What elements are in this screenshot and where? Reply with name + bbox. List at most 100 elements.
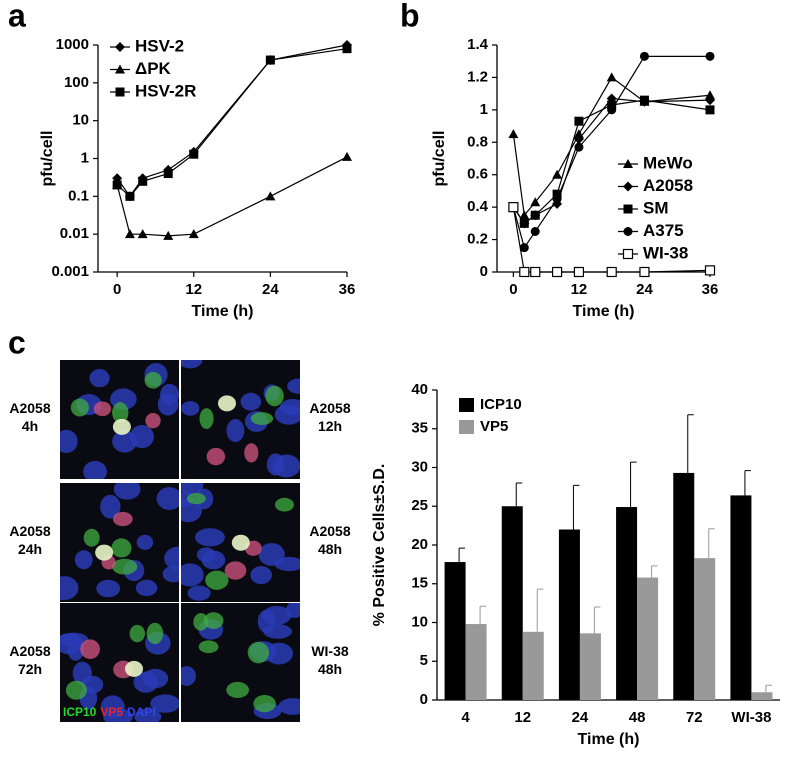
icp10-cell bbox=[129, 624, 145, 643]
marker bbox=[705, 51, 715, 61]
icp10-cell bbox=[112, 402, 129, 423]
marker bbox=[639, 51, 649, 61]
micrograph bbox=[60, 483, 179, 602]
marker bbox=[138, 176, 148, 186]
legend-label: A2058 bbox=[643, 176, 693, 195]
legend-label: HSV-2R bbox=[135, 81, 196, 100]
marker bbox=[519, 266, 530, 278]
micrograph-time-label: 48h bbox=[318, 661, 342, 677]
error-bar bbox=[630, 461, 637, 508]
y-tick-label: 35 bbox=[411, 420, 428, 437]
bar bbox=[751, 692, 773, 700]
nucleus bbox=[194, 528, 225, 547]
y-axis-label: pfu/cell bbox=[431, 130, 448, 186]
error-bar bbox=[479, 605, 487, 625]
icp10-cell bbox=[274, 497, 294, 512]
legend-label: ICP10 bbox=[480, 396, 522, 413]
x-axis-label: Time (h) bbox=[192, 303, 254, 320]
icp10-cell bbox=[111, 538, 132, 558]
micrograph-cells bbox=[181, 483, 300, 601]
x-tick-label: 0 bbox=[113, 281, 121, 298]
error-bar bbox=[515, 482, 523, 507]
bar bbox=[579, 633, 601, 700]
nucleus bbox=[83, 460, 107, 479]
marker bbox=[606, 72, 617, 82]
micrograph bbox=[181, 483, 300, 602]
marker bbox=[607, 105, 617, 115]
icp10-cell bbox=[253, 694, 276, 713]
icp10-cell bbox=[265, 385, 284, 407]
icp10-cell bbox=[247, 641, 270, 664]
icp10-cell bbox=[198, 640, 219, 654]
marker bbox=[265, 191, 276, 201]
marker bbox=[530, 226, 540, 236]
vp5-cell bbox=[112, 511, 133, 527]
series-line bbox=[512, 76, 711, 217]
y-tick-label: 40 bbox=[411, 381, 428, 398]
nucleus bbox=[96, 579, 121, 598]
marker bbox=[552, 189, 562, 199]
marker bbox=[607, 100, 617, 110]
marker bbox=[342, 44, 352, 54]
marker bbox=[574, 116, 584, 126]
icp10-cell bbox=[203, 612, 224, 630]
bright-cell bbox=[95, 544, 114, 561]
marker bbox=[508, 202, 519, 213]
x-tick-label: 36 bbox=[339, 281, 356, 298]
y-tick-label: 0 bbox=[480, 263, 488, 280]
nucleus bbox=[129, 425, 154, 449]
nucleus bbox=[134, 708, 162, 722]
y-tick-label: 0.6 bbox=[467, 166, 488, 183]
x-tick-label: 24 bbox=[636, 281, 653, 298]
nucleus bbox=[67, 639, 84, 661]
nucleus bbox=[279, 398, 300, 416]
x-axis-label: Time (h) bbox=[573, 303, 635, 320]
icp10-cell bbox=[226, 681, 250, 698]
marker bbox=[623, 204, 633, 214]
y-tick-label: 0.01 bbox=[60, 225, 89, 242]
marker bbox=[573, 134, 584, 145]
micrograph-cell-label: A2058 bbox=[9, 643, 50, 659]
nucleus bbox=[100, 695, 125, 719]
y-tick-label: 1.4 bbox=[467, 36, 489, 53]
legend-label: MeWo bbox=[643, 153, 693, 172]
nucleus bbox=[240, 392, 262, 411]
stain-label: ICP10 bbox=[63, 705, 97, 719]
y-tick-label: 25 bbox=[411, 497, 428, 514]
y-tick-label: 1000 bbox=[56, 36, 89, 53]
nucleus bbox=[287, 378, 300, 394]
nucleus bbox=[150, 694, 179, 713]
error-bar bbox=[651, 565, 658, 578]
marker bbox=[639, 95, 649, 105]
y-tick-label: 100 bbox=[64, 74, 89, 91]
marker bbox=[519, 218, 529, 228]
micrograph-time-label: 4h bbox=[22, 418, 38, 434]
x-tick-label: 0 bbox=[509, 281, 517, 298]
nucleus bbox=[181, 401, 200, 416]
y-tick-label: 0.1 bbox=[68, 187, 89, 204]
error-bar bbox=[687, 414, 694, 473]
micrograph-cells bbox=[60, 483, 179, 601]
vp5-cell bbox=[145, 413, 161, 429]
nucleus bbox=[181, 360, 203, 369]
micrograph-cells bbox=[181, 360, 300, 478]
micrograph-time-label: 12h bbox=[318, 418, 342, 434]
icp10-cell bbox=[146, 622, 164, 645]
micrograph-cells bbox=[60, 622, 179, 722]
nucleus bbox=[113, 483, 141, 500]
legend-label: VP5 bbox=[480, 418, 508, 435]
nucleus bbox=[60, 429, 78, 453]
icp10-cell bbox=[250, 412, 274, 425]
icp10-cell bbox=[83, 528, 100, 547]
icp10-cell bbox=[193, 613, 209, 631]
marker bbox=[552, 194, 562, 204]
bright-cell bbox=[125, 660, 144, 677]
nucleus bbox=[278, 698, 300, 715]
error-bar bbox=[458, 547, 466, 563]
marker bbox=[342, 151, 352, 161]
nucleus bbox=[181, 563, 204, 587]
nucleus bbox=[89, 369, 110, 388]
bar bbox=[694, 558, 716, 700]
